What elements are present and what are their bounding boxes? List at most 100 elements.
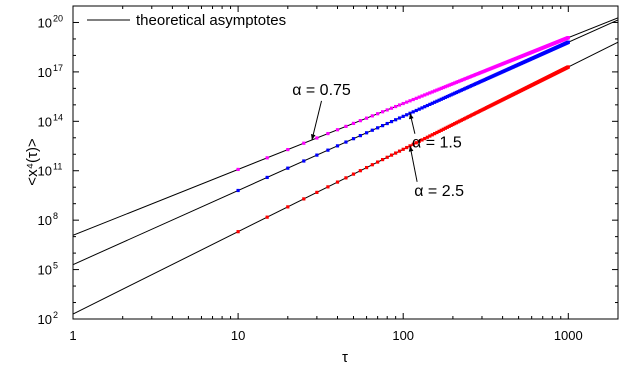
data-markers — [236, 36, 570, 234]
data-point-s1-1 — [265, 175, 269, 180]
data-point-s2-34 — [443, 126, 447, 130]
data-point-s1-38 — [451, 92, 455, 96]
data-point-s1-31 — [437, 98, 441, 102]
data-point-s2-40 — [454, 121, 458, 125]
data-point-s1-18 — [401, 114, 405, 118]
data-point-s1-29 — [433, 100, 437, 104]
data-point-s2-11 — [370, 163, 374, 167]
series-annotations: α = 0.75 α = 1.5 α = 2.5 — [292, 82, 464, 200]
data-point-s0-22 — [414, 96, 418, 100]
data-point-s1-9 — [358, 134, 362, 138]
y-tick-label-4: 10 — [38, 114, 52, 129]
x-tick-labels: 1 10 100 1000 — [69, 328, 582, 343]
data-point-s2-21 — [411, 142, 415, 146]
data-point-s1-27 — [428, 102, 432, 106]
data-point-s1-11 — [370, 128, 374, 132]
data-point-s1-42 — [458, 89, 462, 93]
data-point-s1-39 — [453, 91, 457, 95]
data-point-s2-39 — [453, 122, 457, 126]
data-point-s2-15 — [389, 153, 394, 157]
data-point-s0-7 — [344, 124, 348, 128]
data-point-s1-37 — [449, 93, 453, 97]
data-point-s0-12 — [376, 112, 380, 116]
data-point-s0-38 — [451, 82, 455, 86]
y-tick-label-1: 10 — [38, 263, 52, 278]
x-tick-label-1: 10 — [231, 328, 245, 343]
data-point-s0-1 — [265, 156, 269, 160]
data-point-s1-7 — [344, 140, 348, 144]
data-point-s1-28 — [430, 101, 434, 105]
data-point-s2-30 — [435, 130, 439, 135]
data-point-s2-9 — [358, 169, 362, 173]
data-point-s0-33 — [441, 85, 445, 90]
y-tick-label-exp-2: 8 — [53, 211, 58, 221]
x-tick-label-0: 1 — [69, 328, 76, 343]
data-point-s0-24 — [420, 94, 424, 98]
data-point-s2-4 — [315, 190, 319, 194]
data-point-s1-40 — [454, 90, 458, 95]
data-point-s0-14 — [385, 108, 389, 112]
data-point-s0-32 — [439, 86, 443, 90]
annotation-arrow-2 — [409, 145, 418, 182]
data-point-s2-10 — [364, 165, 369, 170]
x-tick-label-3: 1000 — [554, 328, 583, 343]
y-tick-label-exp-3: 11 — [53, 162, 62, 172]
data-point-s0-198 — [566, 36, 570, 40]
data-point-s2-2 — [286, 205, 290, 209]
axis-ticks — [72, 5, 619, 320]
data-point-s2-37 — [449, 123, 453, 128]
data-point-s1-10 — [364, 131, 369, 135]
data-point-s1-0 — [236, 188, 240, 193]
y-tick-label-exp-5: 17 — [53, 63, 63, 73]
data-point-s2-35 — [445, 125, 449, 129]
data-point-s2-31 — [437, 129, 441, 133]
data-point-s0-3 — [302, 141, 306, 145]
data-point-s0-9 — [358, 119, 362, 123]
data-point-s0-41 — [456, 80, 460, 84]
data-point-s2-28 — [430, 133, 434, 137]
legend: theoretical asymptotes — [87, 12, 286, 29]
data-point-s1-198 — [566, 40, 570, 44]
data-point-s2-18 — [401, 147, 405, 151]
data-point-s0-5 — [326, 131, 330, 136]
data-point-s0-23 — [417, 95, 421, 99]
y-axis-label: <x⁴(τ)> — [24, 138, 41, 186]
data-point-s0-17 — [397, 103, 402, 107]
data-point-s1-32 — [439, 97, 443, 101]
data-point-s0-40 — [454, 80, 458, 84]
data-point-s2-7 — [344, 176, 348, 180]
data-point-s1-13 — [380, 124, 385, 128]
data-point-s1-36 — [447, 94, 451, 98]
data-point-s2-22 — [414, 141, 418, 145]
data-point-s2-27 — [428, 134, 432, 138]
data-point-s0-13 — [380, 110, 385, 114]
data-point-s1-8 — [351, 137, 356, 141]
data-point-s0-20 — [408, 99, 412, 103]
data-point-s0-29 — [433, 89, 437, 93]
data-point-s0-6 — [335, 128, 340, 132]
y-tick-label-exp-6: 20 — [53, 13, 63, 23]
y-tick-label-2: 10 — [38, 213, 52, 228]
data-point-s2-42 — [458, 119, 462, 123]
data-point-s1-15 — [389, 119, 394, 124]
data-point-s0-39 — [453, 81, 457, 85]
data-point-s0-37 — [449, 82, 453, 87]
legend-label: theoretical asymptotes — [136, 12, 286, 29]
data-point-s2-6 — [335, 180, 340, 184]
data-point-s0-19 — [405, 100, 409, 104]
data-point-s2-33 — [441, 127, 445, 131]
data-point-s2-0 — [236, 230, 240, 234]
data-point-s0-4 — [315, 136, 319, 140]
data-point-s1-30 — [435, 99, 439, 103]
data-point-s0-25 — [423, 93, 427, 97]
data-point-s2-24 — [420, 138, 424, 142]
data-point-s0-30 — [435, 88, 439, 92]
data-point-s2-41 — [456, 120, 460, 124]
data-point-s1-34 — [443, 95, 447, 100]
data-point-s0-42 — [458, 79, 462, 83]
data-point-s1-21 — [411, 110, 415, 114]
data-point-s2-3 — [302, 197, 306, 201]
data-point-s2-198 — [566, 65, 570, 69]
y-tick-label-0: 10 — [38, 312, 52, 327]
